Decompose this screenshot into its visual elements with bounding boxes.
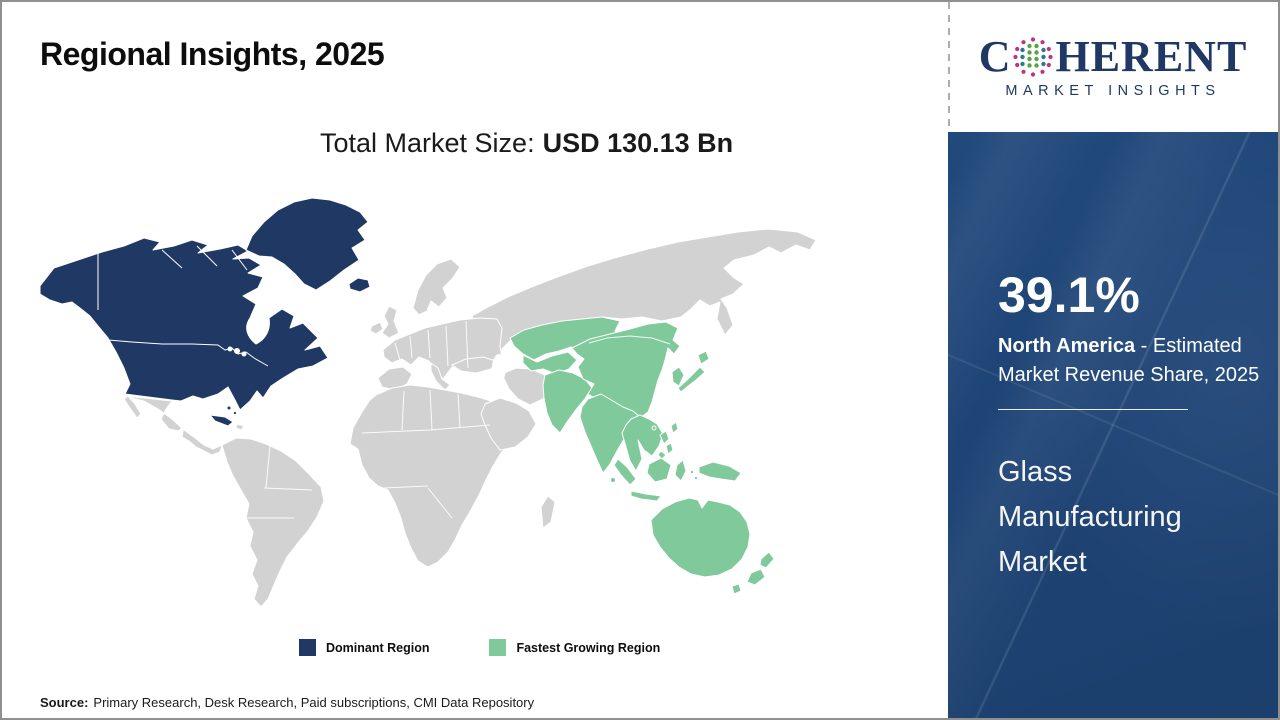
map-region-australia <box>650 497 751 578</box>
map-region-south-america <box>221 437 325 608</box>
map-region-greenland <box>245 197 369 291</box>
map-region-java <box>630 490 662 502</box>
dominant-region-swatch <box>299 639 316 656</box>
map-region-india <box>579 393 641 474</box>
map-region-iceland <box>348 277 371 293</box>
map-region-baja <box>123 395 142 419</box>
map-region-bahamas-2 <box>232 410 238 416</box>
market-name: Glass Manufacturing Market <box>998 456 1182 578</box>
map-region-new-guinea <box>698 461 742 482</box>
fastest-growing-region-label: Fastest Growing Region <box>516 640 661 655</box>
dominant-region-label: Dominant Region <box>326 640 430 655</box>
map-region-japan-hokkaido <box>697 350 710 365</box>
map-region-sulawesi <box>674 459 687 482</box>
source-line: Source: Primary Research, Desk Research, … <box>40 695 534 710</box>
map-region-borneo <box>646 457 672 483</box>
map-region-ireland <box>369 321 384 335</box>
map-region-sri-lanka <box>610 477 616 483</box>
total-market-size-label: Total Market Size: <box>320 128 535 158</box>
market-share-description: North America - Estimated Market Revenue… <box>998 332 1264 390</box>
sidebar: 39.1% North America - Estimated Market R… <box>948 132 1278 718</box>
fastest-growing-region-swatch <box>489 639 507 656</box>
legend: Dominant Region Fastest Growing Region <box>299 639 660 656</box>
map-region-cuba <box>209 414 234 427</box>
map-region-japan-honshu <box>677 366 706 393</box>
map-region-sumatra <box>613 458 637 486</box>
source-text: Primary Research, Desk Research, Paid su… <box>93 695 535 710</box>
total-market-size: Total Market Size: USD 130.13 Bn <box>320 128 733 159</box>
map-region-new-zealand-south <box>746 568 766 586</box>
dashed-divider <box>948 2 950 132</box>
map-region-moluccas-1 <box>689 469 695 475</box>
map-region-taiwan <box>670 421 679 434</box>
map-region-korea <box>671 366 685 387</box>
map-region-philippines-2 <box>665 442 674 455</box>
right-column: C <box>948 2 1278 718</box>
source-label: Source: <box>40 695 89 710</box>
page-title: Regional Insights, 2025 <box>40 36 385 72</box>
map-region-philippines-1 <box>659 430 670 445</box>
map-region-central-asia <box>522 351 578 375</box>
map-region-italy <box>430 362 451 391</box>
share-desc-text: Estimated Market Revenue Share, 2025 <box>998 335 1260 386</box>
map-growing-regions <box>509 316 775 595</box>
map-region-afghanistan-pakistan <box>542 369 593 434</box>
legend-item-dominant: Dominant Region <box>299 639 429 656</box>
legend-item-growing: Fastest Growing Region <box>489 639 660 656</box>
share-separator: - <box>1135 335 1153 357</box>
logo-subtitle: MARKET INSIGHTS <box>1005 83 1221 99</box>
map-dominant-regions <box>39 197 371 427</box>
map-region-moluccas-2 <box>693 475 699 481</box>
logo-word-end: HERENT <box>1055 32 1248 81</box>
dotted-globe-icon <box>1013 37 1054 77</box>
map-region-hispaniola <box>235 423 245 431</box>
map-region-iberia <box>377 366 413 391</box>
share-region-name: North America <box>998 335 1136 357</box>
map-border-lines <box>97 245 671 519</box>
logo-area: C <box>948 2 1278 132</box>
map-region-madagascar <box>540 495 556 529</box>
total-market-size-value: USD 130.13 Bn <box>542 128 734 158</box>
map-region-philippines-3 <box>657 450 667 460</box>
company-logo: C <box>979 35 1248 79</box>
map-region-tasmania <box>731 583 742 595</box>
logo-word-start: C <box>978 32 1012 81</box>
map-region-uk <box>381 305 400 339</box>
map-region-africa <box>349 384 532 568</box>
map-region-north-america <box>39 237 329 411</box>
map-region-bahamas <box>226 405 232 411</box>
map-region-hainan <box>651 425 657 431</box>
market-share-value: 39.1% <box>998 267 1140 323</box>
world-map <box>39 197 817 608</box>
map-other-regions <box>123 228 817 608</box>
sidebar-divider-line <box>998 409 1188 410</box>
map-region-scandinavia <box>412 258 461 316</box>
map-region-new-zealand-north <box>759 551 775 569</box>
map-region-arabia <box>480 397 537 451</box>
map-region-mexico-central-america <box>124 395 223 456</box>
